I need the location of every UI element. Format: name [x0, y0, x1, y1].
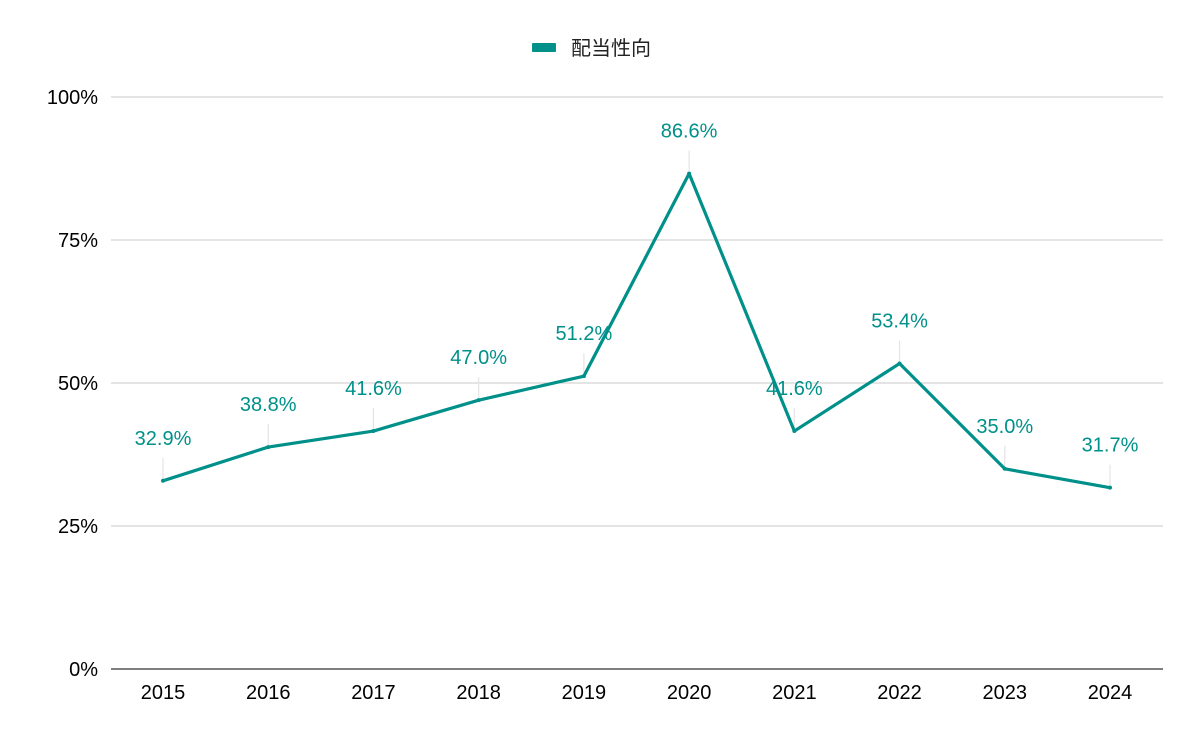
data-point	[897, 361, 902, 366]
x-tick-label: 2019	[562, 682, 607, 704]
x-tick-label: 2016	[246, 682, 291, 704]
x-tick-label: 2022	[877, 682, 922, 704]
x-tick-label: 2024	[1088, 682, 1133, 704]
x-tick-label: 2020	[667, 682, 712, 704]
y-tick-label: 0%	[69, 659, 98, 681]
data-label-leaders	[162, 150, 1111, 486]
data-label: 51.2%	[556, 323, 613, 345]
data-point	[476, 398, 481, 403]
data-point	[266, 445, 271, 450]
y-tick-label: 50%	[58, 373, 98, 395]
y-tick-label: 75%	[58, 230, 98, 252]
y-tick-label: 100%	[47, 87, 98, 109]
x-tick-label: 2015	[141, 682, 186, 704]
data-label: 47.0%	[450, 347, 507, 369]
series-line-group	[161, 171, 1112, 490]
data-point	[792, 429, 797, 434]
data-point	[1108, 485, 1112, 490]
y-tick-label: 25%	[58, 516, 98, 538]
legend-label: 配当性向	[571, 36, 651, 60]
data-label: 41.6%	[345, 378, 402, 400]
x-tick-label: 2023	[983, 682, 1028, 704]
gridlines	[111, 96, 1163, 527]
data-point	[371, 429, 376, 434]
x-axis-tick-labels: 2015 2016 2017 2018 2019 2020 2021 2022 2023 2024	[141, 682, 1133, 704]
series-line	[161, 172, 1112, 490]
y-axis-tick-labels: 0% 25% 50% 75% 100%	[47, 87, 98, 681]
x-tick-label: 2017	[351, 682, 396, 704]
data-point	[1002, 466, 1007, 471]
data-label: 53.4%	[871, 311, 928, 333]
data-label: 38.8%	[240, 394, 297, 416]
x-tick-label: 2018	[456, 682, 501, 704]
legend: 配当性向	[532, 36, 651, 60]
data-label: 41.6%	[766, 378, 823, 400]
data-label: 32.9%	[135, 428, 192, 450]
data-label: 31.7%	[1082, 435, 1139, 457]
data-point	[161, 478, 165, 483]
data-label: 35.0%	[976, 416, 1033, 438]
data-labels: 32.9% 38.8% 41.6% 47.0% 51.2% 86.6% 41.6% 53.4%…	[135, 121, 1139, 457]
data-label: 86.6%	[661, 121, 718, 143]
legend-swatch	[532, 43, 556, 52]
x-tick-label: 2021	[772, 682, 817, 704]
data-point	[581, 374, 586, 379]
data-point	[687, 171, 692, 176]
